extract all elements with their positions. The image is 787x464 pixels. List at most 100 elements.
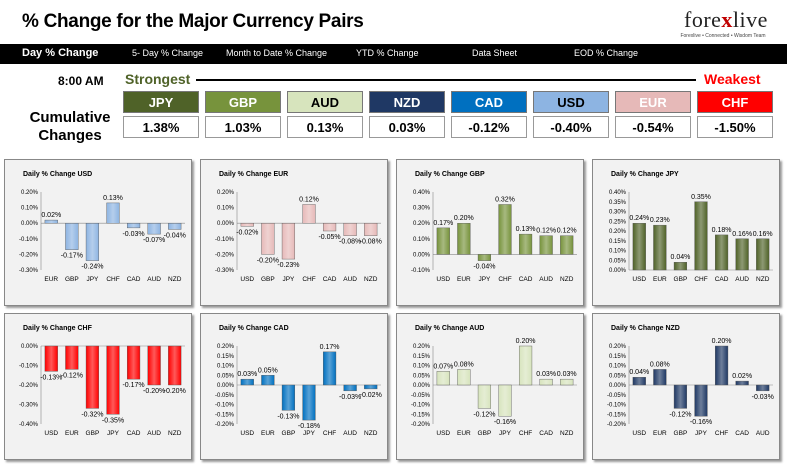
- y-tick-label: -0.20%: [607, 422, 627, 428]
- bar-jpy: [302, 384, 316, 421]
- x-tick-label: GBP: [261, 276, 275, 283]
- tab-5-day-change[interactable]: 5- Day % Change: [132, 48, 204, 58]
- data-label: 0.03%: [557, 371, 577, 378]
- y-tick-label: 0.00%: [413, 252, 431, 258]
- data-label: 0.32%: [495, 196, 515, 203]
- y-tick-label: 0.05%: [609, 373, 627, 379]
- data-label: -0.17%: [61, 253, 83, 260]
- data-label: 0.17%: [320, 344, 340, 351]
- chart-panel-2: Daily % Change EUR 0.20% 0.10% 0.00% -0.10% -…: [200, 159, 388, 306]
- x-tick-label: NZD: [560, 430, 574, 437]
- currency-code: CHF: [697, 91, 773, 113]
- bar-chf: [714, 345, 729, 386]
- y-tick-label: -0.20%: [19, 252, 39, 258]
- y-tick-label: -0.30%: [19, 403, 39, 409]
- y-tick-label: 0.15%: [217, 354, 235, 360]
- bar-chart: Daily % Change CHF 0.00% -0.10% -0.20% -0.30…: [19, 325, 186, 437]
- x-tick-label: AUD: [147, 430, 161, 437]
- chart-title: Daily % Change AUD: [415, 325, 484, 332]
- x-tick-label: NZD: [168, 276, 182, 283]
- currency-card-gbp: GBP 1.03%: [205, 91, 281, 141]
- y-tick-label: 0.00%: [609, 268, 627, 274]
- tab-eod-change[interactable]: EOD % Change: [574, 48, 639, 58]
- x-tick-label: CAD: [127, 430, 141, 437]
- strongest-label: Strongest: [125, 71, 191, 87]
- logo-text-a: fore: [684, 7, 722, 32]
- data-label: -0.23%: [277, 262, 299, 269]
- x-tick-label: CHF: [715, 430, 728, 437]
- bar-chf: [694, 201, 708, 271]
- y-tick-label: -0.15%: [607, 412, 627, 418]
- bar-eur: [44, 219, 58, 224]
- x-tick-label: USD: [436, 430, 450, 437]
- data-label: -0.20%: [257, 257, 279, 264]
- bar-usd: [436, 371, 450, 386]
- currency-card-nzd: NZD 0.03%: [369, 91, 445, 141]
- data-label: 0.07%: [433, 363, 453, 370]
- y-tick-label: -0.30%: [215, 268, 235, 274]
- data-label: -0.20%: [143, 388, 165, 395]
- tab-day-change[interactable]: Day % Change: [22, 47, 99, 59]
- bar-gbp: [673, 384, 688, 409]
- data-label: -0.35%: [102, 417, 124, 424]
- x-tick-label: AUD: [756, 430, 770, 437]
- data-label: 0.16%: [732, 231, 752, 238]
- x-tick-label: EUR: [457, 430, 471, 437]
- data-label: 0.02%: [732, 373, 752, 380]
- x-tick-label: CHF: [694, 276, 707, 283]
- x-tick-label: GBP: [674, 430, 688, 437]
- bar-eur: [653, 369, 667, 386]
- currency-change-value: 0.03%: [369, 116, 445, 138]
- currency-card-usd: USD -0.40%: [533, 91, 609, 141]
- chart-title: Daily % Change USD: [23, 171, 92, 178]
- y-tick-label: -0.20%: [411, 422, 431, 428]
- currency-change-value: 1.03%: [205, 116, 281, 138]
- data-label: 0.20%: [454, 215, 474, 222]
- data-label: -0.12%: [473, 411, 495, 418]
- tab-ytd-change[interactable]: YTD % Change: [356, 48, 419, 58]
- data-label: -0.12%: [61, 372, 83, 379]
- chart-title: Daily % Change CAD: [219, 325, 289, 332]
- data-label: 0.12%: [557, 228, 577, 235]
- bar-gbp: [261, 223, 275, 255]
- y-tick-label: -0.10%: [411, 403, 431, 409]
- x-tick-label: JPY: [86, 276, 99, 283]
- x-tick-label: CAD: [539, 430, 553, 437]
- data-label: -0.07%: [143, 237, 165, 244]
- bar-eur: [457, 369, 471, 386]
- data-label: 0.12%: [299, 196, 319, 203]
- bar-usd: [632, 377, 646, 386]
- currency-change-value: 1.38%: [123, 116, 199, 138]
- time-label: 8:00 AM: [58, 74, 104, 88]
- chart-panel-7: Daily % Change AUD 0.20% 0.15% 0.10% 0.05% 0.…: [396, 313, 584, 460]
- y-tick-label: 0.05%: [217, 373, 235, 379]
- y-tick-label: 0.10%: [21, 206, 39, 212]
- data-label: 0.12%: [536, 228, 556, 235]
- x-tick-label: EUR: [44, 276, 58, 283]
- y-tick-label: 0.30%: [413, 206, 431, 212]
- bar-chf: [302, 204, 316, 224]
- data-label: 0.03%: [536, 371, 556, 378]
- bar-nzd: [364, 223, 378, 236]
- currency-card-cad: CAD -0.12%: [451, 91, 527, 141]
- bar-chart: Daily % Change JPY0.40%0.35%0.30%0.25%0.…: [609, 171, 773, 283]
- cumulative-label-line1: Cumulative: [29, 109, 111, 126]
- tab-month-to-date-change[interactable]: Month to Date % Change: [226, 48, 328, 58]
- chart-panel-4: Daily % Change JPY 0.40% 0.35% 0.30% 0.25% 0.…: [592, 159, 780, 306]
- x-tick-label: EUR: [65, 430, 79, 437]
- data-label: 0.04%: [629, 369, 649, 376]
- tab-data-sheet[interactable]: Data Sheet: [472, 48, 518, 58]
- y-tick-label: 0.15%: [413, 354, 431, 360]
- bar-gbp: [65, 223, 79, 250]
- data-label: 0.24%: [629, 215, 649, 222]
- data-label: 0.20%: [712, 338, 732, 345]
- x-tick-label: CAD: [519, 276, 533, 283]
- data-label: 0.23%: [650, 217, 670, 224]
- x-tick-label: JPY: [303, 430, 316, 437]
- bar-jpy: [477, 254, 492, 261]
- bar-nzd: [560, 378, 574, 386]
- currency-change-value: -0.40%: [533, 116, 609, 138]
- bar-eur: [653, 224, 667, 271]
- y-tick-label: -0.10%: [607, 403, 627, 409]
- bar-jpy: [85, 223, 100, 261]
